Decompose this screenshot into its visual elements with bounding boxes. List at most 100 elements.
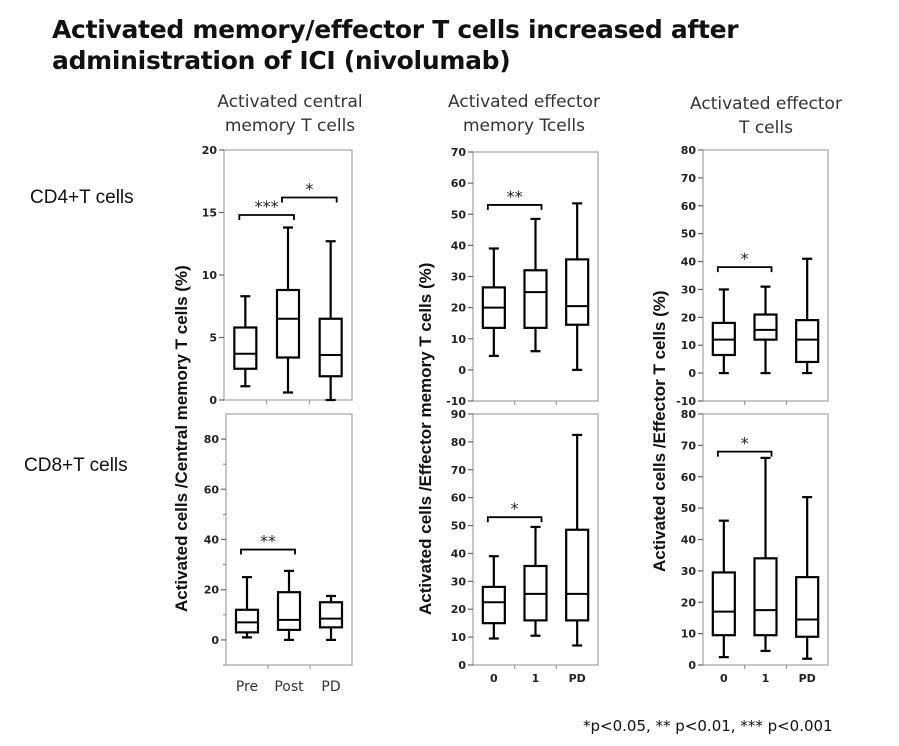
- column-title-effector: Activated effector T cells: [656, 92, 876, 140]
- y-tick-label: 60: [681, 471, 697, 484]
- column-title-effector-memory: Activated effector memory Tcells: [414, 90, 634, 138]
- row-label-cd8: CD8+T cells: [24, 455, 128, 476]
- y-tick-label: 70: [451, 146, 467, 159]
- y-tick-label: 40: [451, 547, 467, 560]
- significance-label: *: [741, 434, 749, 453]
- box-Post: [275, 226, 301, 394]
- y-tick-label: 40: [451, 239, 467, 252]
- significance-label: *: [305, 180, 313, 199]
- y-tick-label: 30: [451, 575, 467, 588]
- box-0: [711, 519, 736, 659]
- box-PD: [565, 433, 590, 647]
- iqr-box: [275, 288, 301, 359]
- box-0: [711, 288, 736, 375]
- iqr-box: [318, 601, 344, 629]
- y-tick-label: 10: [202, 269, 218, 282]
- y-tick-label: 80: [681, 144, 697, 157]
- y-tick-label: 60: [204, 483, 220, 496]
- x-category-label: 1: [762, 672, 770, 685]
- y-tick-label: 40: [681, 256, 697, 269]
- box-PD: [565, 202, 590, 371]
- box-Pre: [233, 295, 258, 388]
- y-tick-label: 0: [211, 634, 219, 647]
- box-1: [523, 525, 548, 637]
- x-category-label: PD: [569, 672, 586, 685]
- y-tick-label: 60: [451, 177, 467, 190]
- y-tick-label: 20: [202, 144, 218, 157]
- box-1: [753, 456, 778, 652]
- y-tick-label: 70: [681, 172, 697, 185]
- x-category-label: Post: [274, 679, 304, 695]
- panel-central-memory-cd8: 0 20 40 60 80 Pre Post PD **: [204, 413, 353, 695]
- column-title-line: memory T cells: [224, 116, 356, 136]
- iqr-box: [523, 269, 548, 329]
- iqr-box: [318, 317, 343, 378]
- significance-bracket: [716, 266, 773, 273]
- y-tick-label: 40: [681, 534, 697, 547]
- y-tick-label: 15: [202, 207, 217, 220]
- iqr-box: [711, 571, 736, 637]
- significance-bracket: [716, 450, 773, 457]
- significance-footnote: *p<0.05, ** p<0.01, *** p<0.001: [583, 717, 833, 735]
- y-tick-label: 10: [451, 333, 467, 346]
- plot-frame: [472, 413, 599, 666]
- y-tick-label: 80: [681, 408, 697, 421]
- y-tick-label: 40: [204, 534, 220, 547]
- y-tick-label: 60: [451, 492, 467, 505]
- box-1: [523, 217, 548, 353]
- y-tick-label: 50: [451, 208, 467, 221]
- title-line-2: administration of ICI (nivolumab): [52, 46, 511, 75]
- y-tick-label: 0: [688, 659, 696, 672]
- row-label-cd4: CD4+T cells: [30, 187, 134, 208]
- significance-bracket: [486, 204, 543, 210]
- title-line-1: Activated memory/effector T cells increa…: [52, 15, 739, 44]
- iqr-box: [795, 576, 820, 638]
- column-title-line: T cells: [739, 118, 793, 138]
- significance-label: *: [511, 499, 519, 518]
- y-tick-label: 10: [681, 339, 697, 352]
- panel-effector-memory-cd8: 0 10 20 30 40 50 60 70 80 90 0 1 PD *: [451, 408, 599, 685]
- y-tick-label: 0: [209, 394, 217, 407]
- iqr-box: [276, 591, 302, 631]
- plot-frame: [702, 149, 829, 402]
- box-PD: [795, 496, 820, 660]
- significance-bracket: [238, 214, 295, 220]
- iqr-box: [565, 258, 590, 326]
- iqr-box: [481, 585, 506, 625]
- y-tick-label: 30: [681, 565, 697, 578]
- y-tick-label: 0: [458, 364, 466, 377]
- iqr-box: [234, 608, 260, 634]
- x-category-label: PD: [799, 672, 816, 685]
- box-Post: [276, 569, 302, 642]
- y-tick-label: 20: [204, 584, 220, 597]
- y-tick-label: 20: [681, 311, 697, 324]
- box-1: [753, 285, 778, 375]
- iqr-box: [753, 313, 778, 341]
- box-0: [481, 555, 506, 640]
- y-tick-label: 10: [451, 631, 467, 644]
- y-tick-label: 0: [458, 659, 466, 672]
- column-title-line: Activated effector: [448, 92, 600, 112]
- y-tick-label: 80: [204, 433, 220, 446]
- significance-label: **: [260, 532, 276, 551]
- box-PD: [318, 240, 343, 402]
- y-tick-label: 80: [451, 436, 467, 449]
- y-tick-label: -10: [676, 395, 696, 408]
- x-category-label: 0: [720, 672, 728, 685]
- x-category-label: 1: [532, 672, 540, 685]
- y-tick-label: 50: [681, 228, 697, 241]
- y-tick-label: 50: [451, 520, 467, 533]
- significance-label: **: [507, 187, 523, 206]
- box-PD: [318, 594, 344, 642]
- y-tick-label: 30: [451, 271, 467, 284]
- y-tick-label: 20: [681, 596, 697, 609]
- panel-effector-cd4: -10 0 10 20 30 40 50 60 70 80 *: [676, 144, 829, 408]
- column-title-line: Activated central: [217, 92, 363, 112]
- y-tick-label: 10: [681, 628, 697, 641]
- x-category-label: PD: [321, 679, 340, 695]
- y-tick-label: 30: [681, 283, 697, 296]
- significance-bracket: [486, 516, 543, 523]
- significance-bracket: [281, 196, 338, 203]
